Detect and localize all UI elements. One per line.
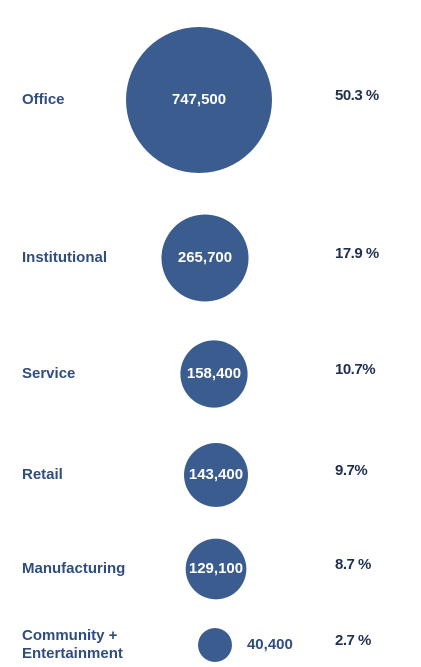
category-label: Office bbox=[22, 91, 65, 108]
value-label: 265,700 bbox=[178, 249, 232, 266]
percent-label: 10.7% bbox=[335, 361, 376, 378]
value-label: 143,400 bbox=[189, 466, 243, 483]
percent-label: 8.7 % bbox=[335, 556, 371, 573]
percent-label: 9.7% bbox=[335, 462, 368, 479]
category-label: Institutional bbox=[22, 249, 107, 266]
bubble bbox=[126, 27, 272, 173]
percent-label: 2.7 % bbox=[335, 632, 371, 649]
bubble bbox=[161, 214, 249, 302]
category-label: Service bbox=[22, 365, 76, 382]
category-label: Retail bbox=[22, 466, 63, 483]
bubble bbox=[184, 443, 248, 507]
category-label: Manufacturing bbox=[22, 560, 126, 577]
value-label: 158,400 bbox=[187, 365, 241, 382]
value-label: 40,400 bbox=[247, 636, 293, 653]
bubble bbox=[198, 628, 232, 662]
category-label: Community + Entertainment bbox=[22, 627, 123, 662]
bubble bbox=[185, 538, 247, 600]
bubble bbox=[180, 340, 248, 408]
percent-label: 50.3 % bbox=[335, 87, 379, 104]
value-label: 747,500 bbox=[172, 91, 226, 108]
percent-label: 17.9 % bbox=[335, 245, 379, 262]
value-label: 129,100 bbox=[189, 560, 243, 577]
